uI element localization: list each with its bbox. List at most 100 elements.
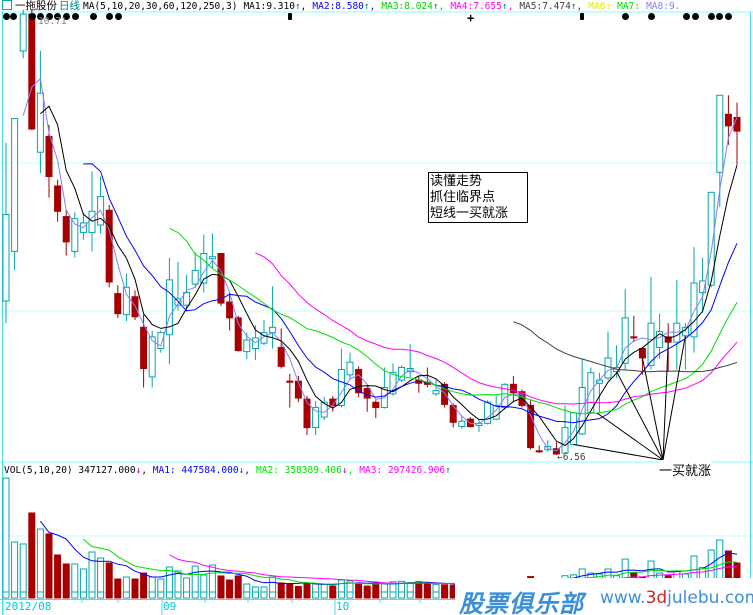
- candle-body: [441, 383, 449, 405]
- candle-body: [690, 282, 698, 338]
- candle-body: [501, 383, 509, 409]
- volume-params: VOL(5,10,20): [4, 465, 73, 476]
- candle: [88, 171, 96, 252]
- volume-bar: [97, 557, 105, 594]
- ma-readout: MA5: 7.474↑,: [519, 1, 582, 13]
- direction-square: [11, 591, 19, 599]
- volume-bar: [140, 572, 148, 594]
- direction-square: [157, 591, 165, 599]
- candle-body: [140, 326, 148, 369]
- candle: [312, 401, 320, 435]
- ma-params: MA(5,10,20,30,60,120,250,3): [83, 1, 238, 12]
- volume-bar: [234, 575, 242, 594]
- volume-bar: [303, 582, 311, 594]
- ma-readout: MA1: 9.310↑,: [243, 1, 306, 13]
- direction-square: [62, 591, 70, 599]
- candle: [320, 396, 328, 421]
- candle: [140, 314, 148, 388]
- candle: [226, 292, 234, 331]
- direction-square: [45, 591, 53, 599]
- direction-square: [251, 591, 259, 599]
- direction-square: [208, 591, 216, 599]
- ma-label: MA8:: [646, 1, 669, 12]
- direction-square: [337, 591, 345, 599]
- annotation-line: 抓住临界点: [430, 190, 496, 205]
- volume-bar: [131, 578, 139, 594]
- candle-body: [699, 280, 707, 294]
- direction-square: [54, 591, 62, 599]
- candle-body: [724, 113, 732, 127]
- signal-line: [596, 412, 664, 461]
- candle-body: [122, 286, 130, 316]
- candle: [71, 212, 79, 258]
- candle-body: [355, 369, 363, 394]
- volume-ma-readouts: MA1: 447584.000↓, MA2: 358389.406↓, MA3: 2…: [153, 465, 457, 476]
- candle: [733, 102, 741, 165]
- candle: [449, 403, 457, 428]
- direction-square: [97, 591, 105, 599]
- ma30-line: [255, 252, 738, 405]
- candle: [286, 373, 294, 408]
- volume-bar: [79, 568, 87, 594]
- candle-body: [733, 116, 741, 132]
- volume-bar: [157, 578, 165, 594]
- candle-body: [535, 450, 543, 453]
- volume-bar: [208, 564, 216, 594]
- watermark: 股票俱乐部 www.3djulebu.com: [455, 578, 753, 615]
- low-price-label: ←6.56: [557, 452, 586, 463]
- direction-square: [320, 591, 328, 599]
- marker-icon: [708, 13, 715, 20]
- candle-body: [71, 218, 79, 252]
- volume-ma20-line: [169, 554, 738, 585]
- direction-square: [174, 591, 182, 599]
- volume-bar: [406, 582, 414, 594]
- ma5-line: [40, 105, 738, 447]
- candle: [36, 50, 44, 174]
- marker-icon: [580, 13, 584, 20]
- direction-square: [36, 591, 44, 599]
- volume-ma-value: MA2: 358389.406: [256, 465, 342, 476]
- candle: [294, 375, 302, 403]
- volume-bar: [122, 576, 130, 594]
- candle: [441, 382, 449, 408]
- ma-label: MA7:: [617, 1, 641, 12]
- stock-icon[interactable]: [2, 0, 12, 10]
- url-part: 3d: [645, 588, 668, 608]
- direction-square: [329, 591, 337, 599]
- ma-value: 7.655: [473, 1, 502, 12]
- arrow-left-icon: ←: [557, 452, 563, 463]
- ma-value: 8.024: [404, 1, 433, 12]
- candle: [630, 315, 638, 343]
- candle-body: [458, 420, 466, 428]
- candle-body: [432, 390, 440, 395]
- marker-icon: [106, 13, 113, 20]
- period-label[interactable]: 日线: [59, 0, 80, 12]
- direction-square: [88, 591, 96, 599]
- candle: [303, 395, 311, 435]
- candle: [380, 367, 388, 409]
- volume-bar: [11, 541, 19, 594]
- direction-square: [114, 591, 122, 599]
- ma-readout: MA8: 9.: [646, 1, 680, 13]
- candle: [148, 330, 156, 388]
- volume-header: VOL(5,10,20) 347127.000↓, MA1: 447584.00…: [4, 465, 457, 477]
- ma10-line: [83, 163, 738, 424]
- direction-square: [105, 591, 113, 599]
- volume-bar: [71, 563, 79, 594]
- direction-square: [28, 591, 36, 599]
- direction-square: [191, 591, 199, 599]
- volume-ma-value: MA1: 447584.000: [152, 465, 239, 476]
- marker-icon: [288, 13, 292, 20]
- separator: ,: [347, 465, 354, 476]
- date-label: 10: [336, 600, 350, 613]
- candle-body: [260, 332, 268, 344]
- candle: [458, 415, 466, 429]
- candle-body: [647, 322, 655, 366]
- marker-icon: [46, 13, 53, 20]
- candle-body: [2, 213, 10, 302]
- direction-square: [226, 591, 234, 599]
- candle-body: [114, 293, 122, 315]
- candle: [28, 9, 36, 131]
- candle: [19, 9, 27, 59]
